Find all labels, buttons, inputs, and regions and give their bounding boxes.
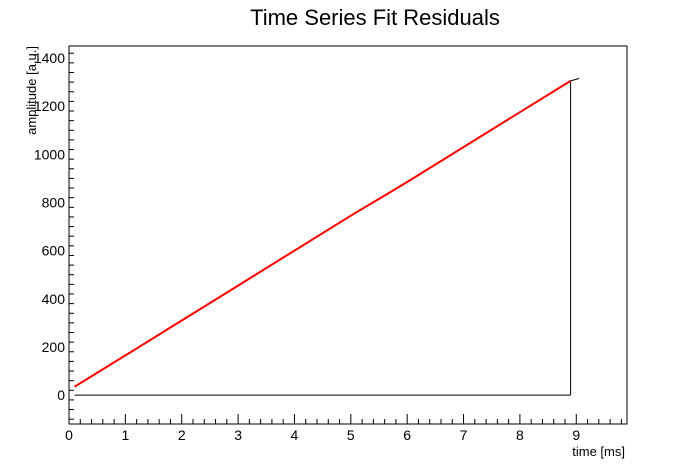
x-tick-label: 8: [516, 427, 524, 443]
x-tick-label: 3: [234, 427, 242, 443]
x-axis-label: time [ms]: [572, 444, 625, 459]
x-tick-label: 4: [291, 427, 299, 443]
x-tick-label: 7: [460, 427, 468, 443]
x-tick-label: 5: [347, 427, 355, 443]
y-tick-label: 0: [57, 387, 65, 403]
x-axis-ticks: 0 1 2 3 4 5 6 7 8 9: [65, 414, 622, 443]
x-tick-label: 0: [65, 427, 73, 443]
data-tail: [570, 78, 580, 82]
y-tick-label: 1000: [34, 146, 65, 162]
x-tick-label: 1: [121, 427, 129, 443]
chart-title: Time Series Fit Residuals: [250, 5, 500, 30]
x-tick-label: 2: [178, 427, 186, 443]
x-tick-label: 6: [403, 427, 411, 443]
plot-frame: [68, 45, 628, 425]
x-tick-label: 9: [572, 427, 580, 443]
y-tick-label: 1200: [34, 98, 65, 114]
y-axis-label: amplitude [a.u.]: [24, 46, 39, 135]
y-tick-label: 800: [42, 194, 66, 210]
fit-line: [74, 80, 572, 388]
y-tick-label: 1400: [34, 50, 65, 66]
series-layer: [74, 78, 580, 396]
y-tick-label: 200: [42, 339, 66, 355]
y-tick-label: 600: [42, 243, 66, 259]
y-axis-ticks: 0 200 400 600 800 1000 1200 1400: [34, 50, 74, 420]
y-tick-label: 400: [42, 291, 66, 307]
